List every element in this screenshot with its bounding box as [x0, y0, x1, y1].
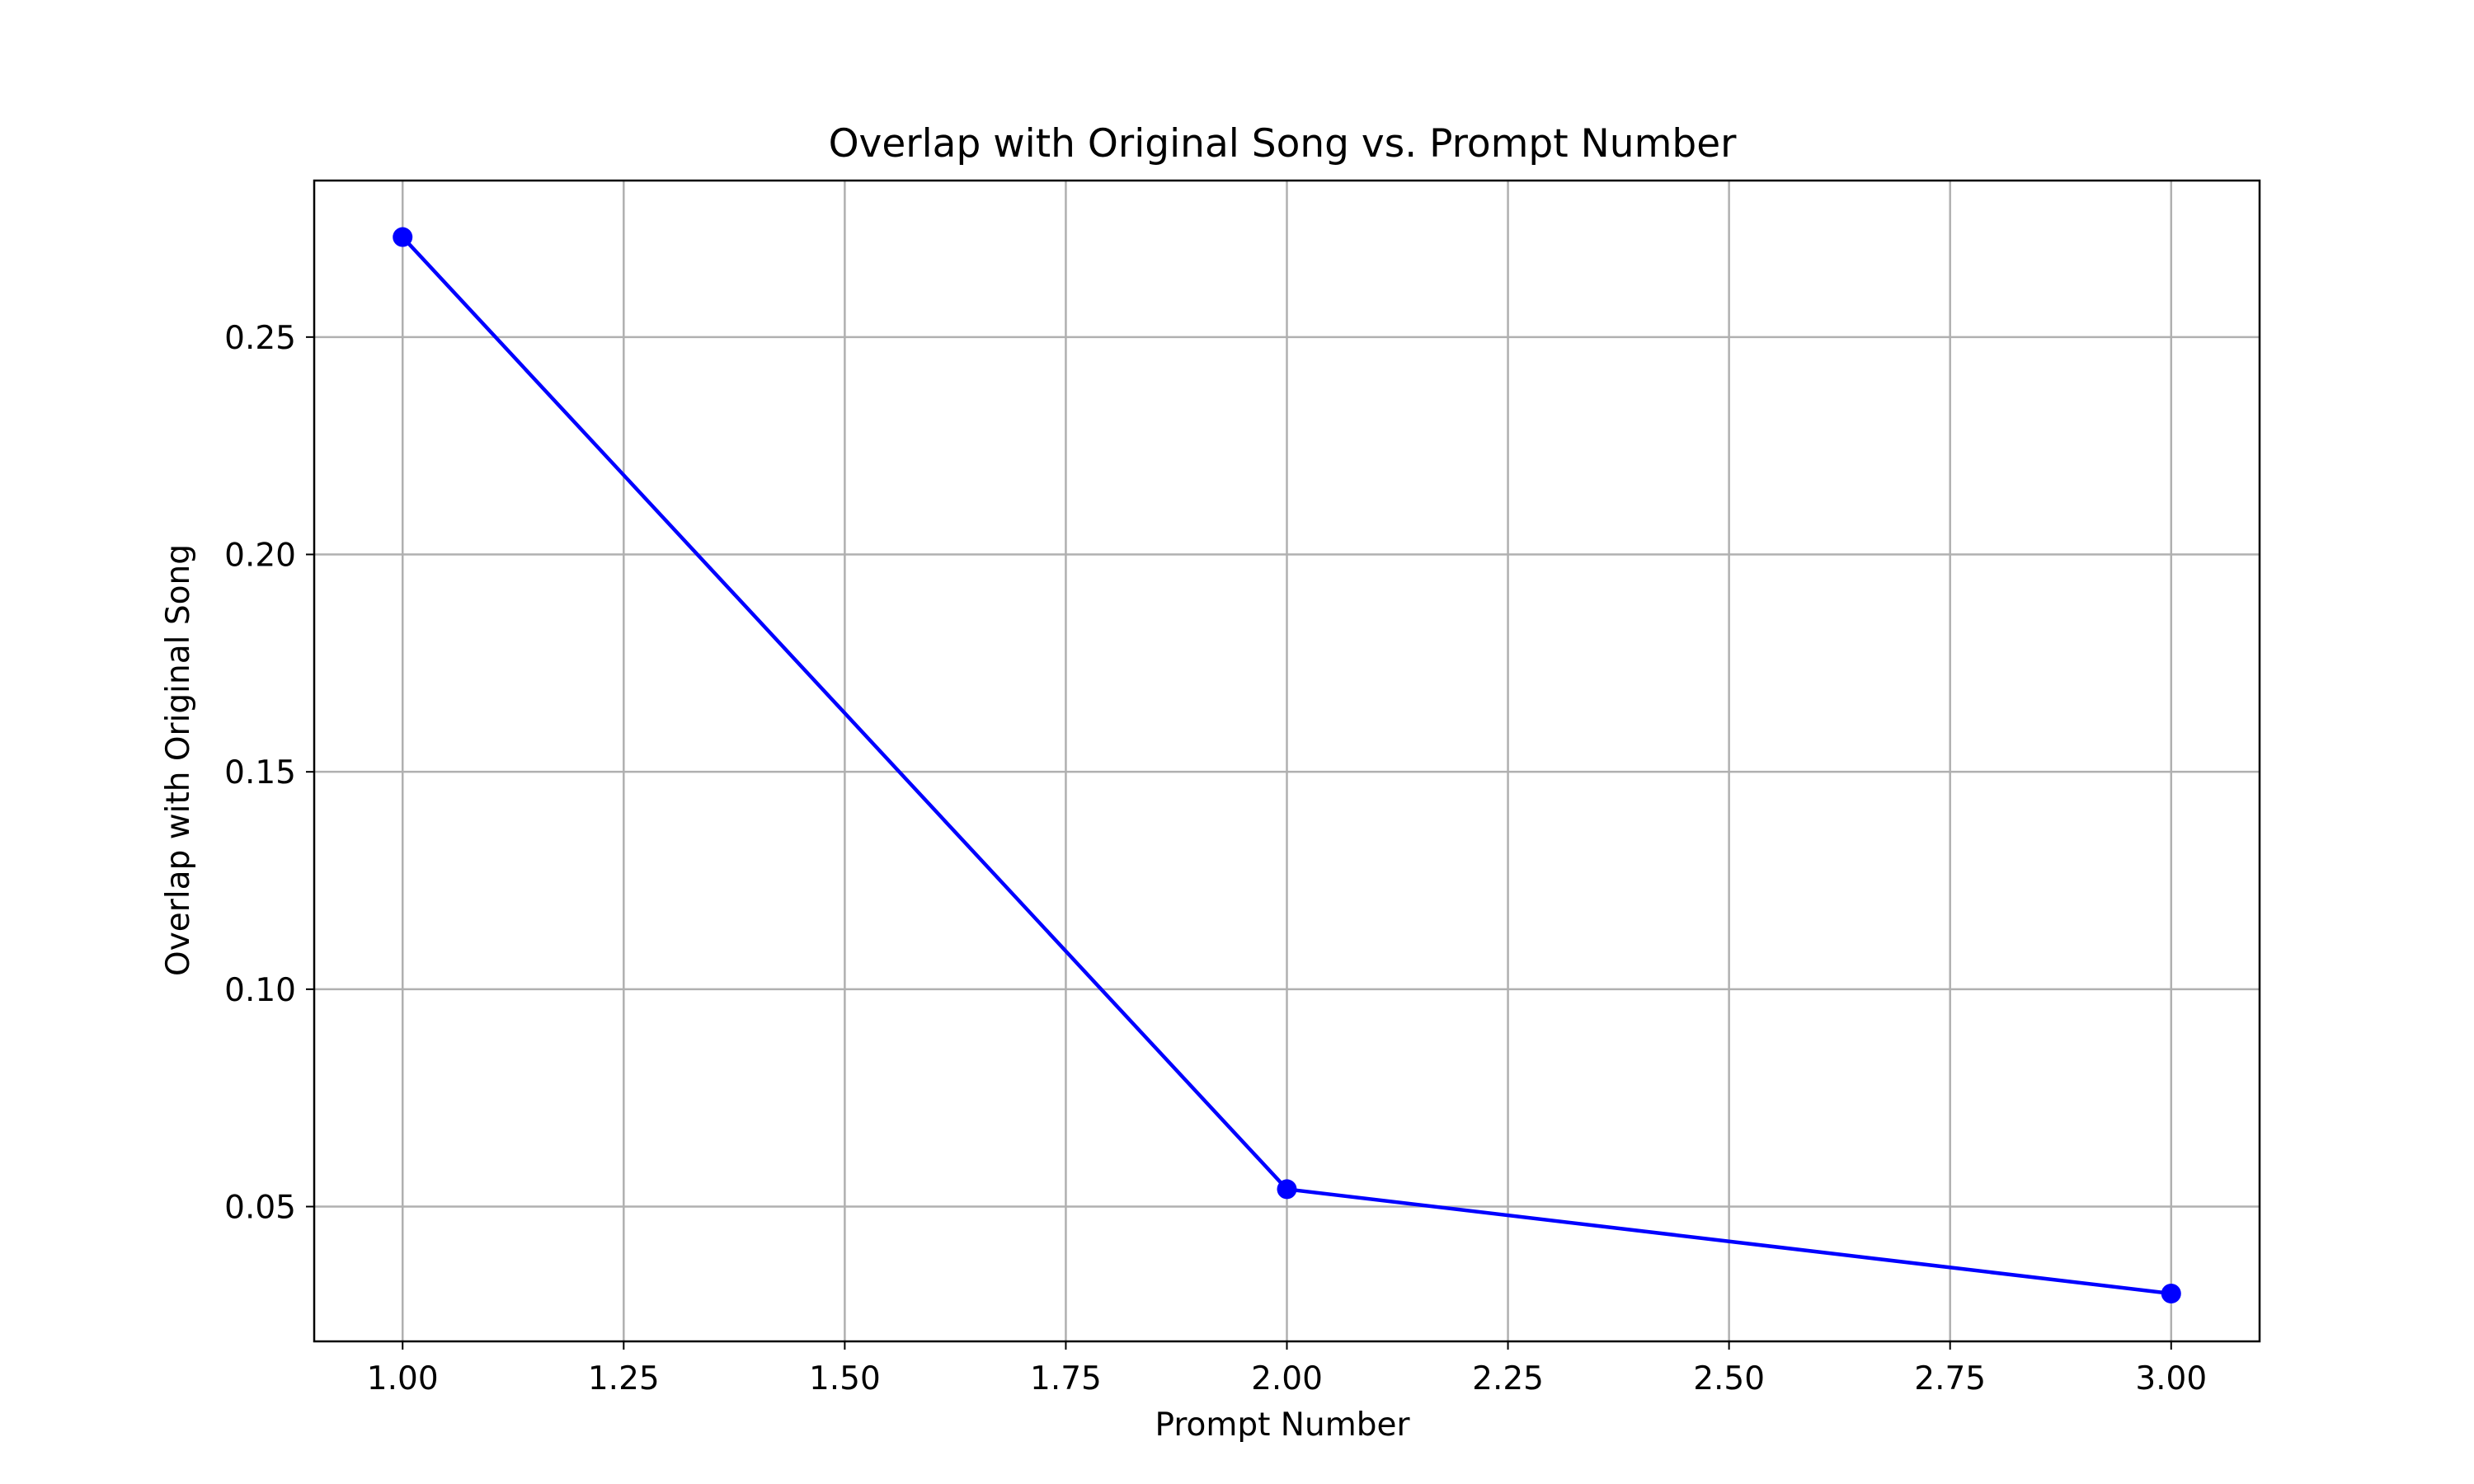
axes: [306, 179, 2261, 1350]
data-point: [2161, 1283, 2181, 1303]
x-axis-label: Prompt Number: [1155, 1407, 1411, 1444]
x-tick-label: 2.25: [1472, 1360, 1544, 1397]
x-tick-label: 1.75: [1030, 1360, 1102, 1397]
x-tick-label: 1.00: [367, 1360, 439, 1397]
y-tick-label: 0.10: [224, 972, 296, 1009]
y-axis-label: Overlap with Original Song: [160, 544, 197, 976]
tick-labels: 1.00 1.25 1.50 1.75 2.00 2.25 2.50 2.75 3.00 0.05…: [224, 320, 2207, 1397]
x-tick-label: 1.25: [588, 1360, 660, 1397]
x-tick-label: 2.75: [1914, 1360, 1986, 1397]
x-tick-label: 3.00: [2135, 1360, 2207, 1397]
plot-frame: [313, 179, 2261, 1343]
series-layer: [393, 227, 2181, 1303]
chart-title: Overlap with Original Song vs. Prompt Nu…: [829, 121, 1738, 167]
y-tick-label: 0.05: [224, 1190, 296, 1227]
data-point: [393, 227, 413, 247]
grid: [314, 181, 2260, 1341]
x-tick-label: 1.50: [809, 1360, 881, 1397]
x-tick-label: 2.00: [1251, 1360, 1323, 1397]
y-tick-label: 0.25: [224, 320, 296, 357]
y-tick-label: 0.20: [224, 538, 296, 575]
data-point: [1277, 1179, 1297, 1200]
x-tick-label: 2.50: [1693, 1360, 1765, 1397]
y-tick-label: 0.15: [224, 754, 296, 791]
